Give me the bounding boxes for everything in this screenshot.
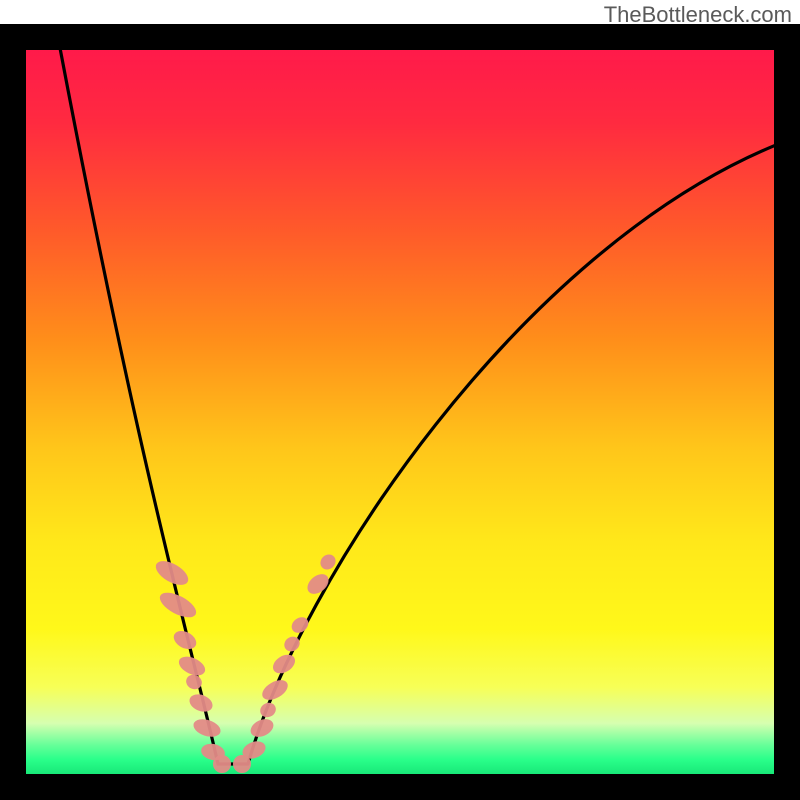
border-left [0, 24, 26, 800]
border-bottom [0, 774, 800, 800]
marker-dot [213, 755, 231, 773]
border-right [774, 24, 800, 800]
bottleneck-chart: TheBottleneck.com [0, 0, 800, 800]
chart-svg [0, 0, 800, 800]
gradient-background [26, 50, 774, 774]
watermark-text: TheBottleneck.com [604, 2, 792, 28]
